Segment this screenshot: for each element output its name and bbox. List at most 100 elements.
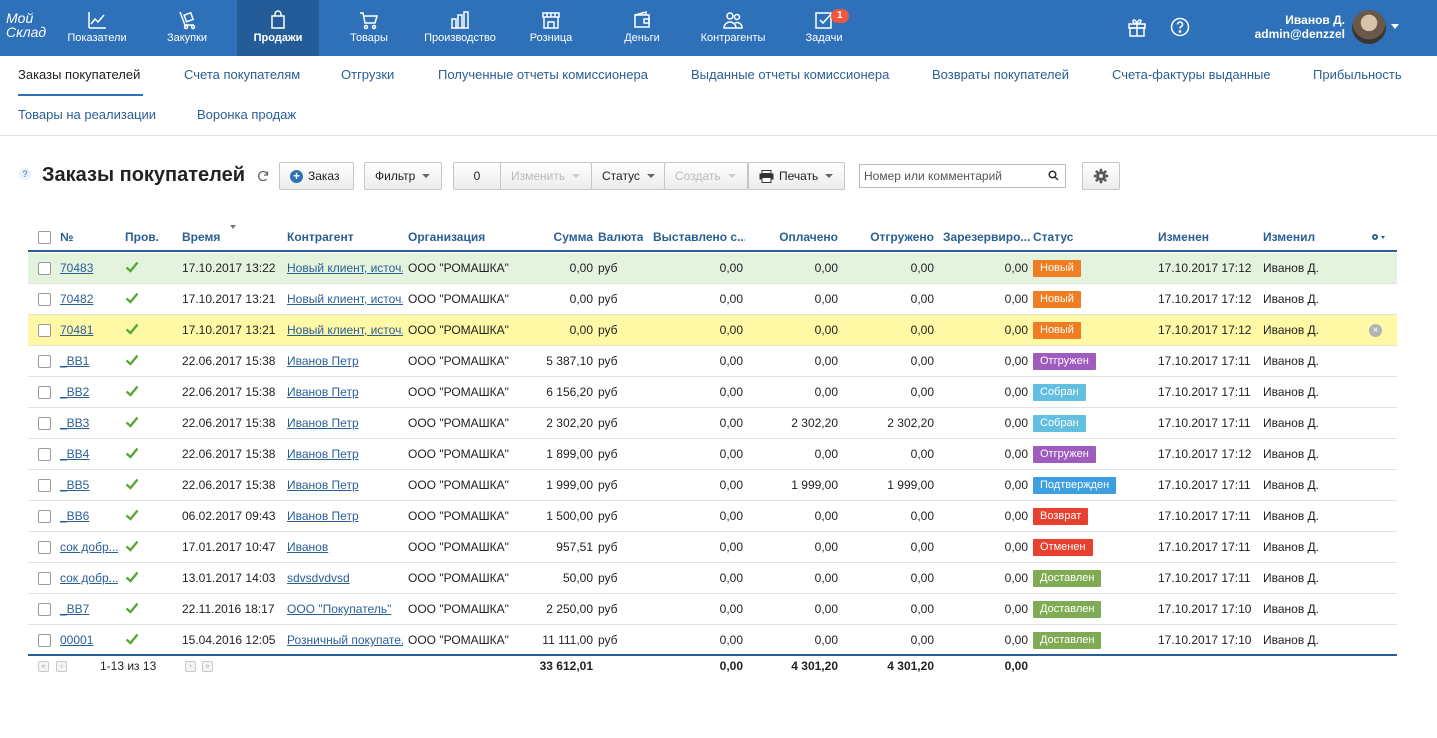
status-badge[interactable]: Отгружен	[1033, 446, 1096, 463]
table-row[interactable]: _BB2 22.06.2017 15:38 Иванов Петр ООО "РОМА…	[28, 377, 1397, 408]
status-badge[interactable]: Доставлен	[1033, 601, 1102, 618]
nav-item-production[interactable]: Производство	[419, 0, 501, 56]
status-badge[interactable]: Отменен	[1033, 539, 1093, 556]
status-badge[interactable]: Новый	[1033, 291, 1081, 308]
refresh-icon[interactable]	[256, 169, 270, 183]
col-header-number[interactable]: №	[60, 230, 74, 244]
status-badge[interactable]: Новый	[1033, 260, 1081, 277]
row-checkbox[interactable]	[38, 510, 51, 523]
col-header-organization[interactable]: Организация	[408, 230, 486, 244]
counterparty-link[interactable]: Иванов	[287, 540, 329, 554]
search-icon[interactable]	[1048, 170, 1059, 181]
counterparty-link[interactable]: Новый клиент, источ...	[287, 292, 403, 306]
col-header-time[interactable]: Время	[182, 230, 221, 244]
order-number-link[interactable]: 70482	[60, 292, 94, 306]
nav-item-sales[interactable]: Продажи	[237, 0, 319, 56]
table-row[interactable]: 00001 15.04.2016 12:05 Розничный покупате.…	[28, 625, 1397, 656]
select-all-checkbox[interactable]	[38, 231, 51, 244]
counterparty-link[interactable]: Иванов Петр	[287, 354, 359, 368]
prev-page-button[interactable]: ‹	[56, 661, 67, 672]
table-row[interactable]: 70483 17.10.2017 13:22 Новый клиент, источ…	[28, 253, 1397, 284]
counterparty-link[interactable]: Новый клиент, источ...	[287, 261, 403, 275]
status-badge[interactable]: Новый	[1033, 322, 1081, 339]
counterparty-link[interactable]: Иванов Петр	[287, 385, 359, 399]
column-settings-icon[interactable]	[1370, 232, 1386, 242]
col-header-status[interactable]: Статус	[1033, 230, 1074, 244]
subnav-sales-funnel[interactable]: Воронка продаж	[197, 107, 297, 122]
row-checkbox[interactable]	[38, 417, 51, 430]
row-checkbox[interactable]	[38, 355, 51, 368]
table-row[interactable]: _BB1 22.06.2017 15:38 Иванов Петр ООО "РОМА…	[28, 346, 1397, 377]
order-number-link[interactable]: _BB4	[60, 447, 90, 461]
order-number-link[interactable]: _BB3	[60, 416, 90, 430]
status-badge[interactable]: Доставлен	[1033, 570, 1102, 587]
subnav-customer-returns[interactable]: Возвраты покупателей	[932, 67, 1069, 82]
subnav-issued-tax-invoices[interactable]: Счета-фактуры выданные	[1112, 67, 1271, 82]
counterparty-link[interactable]: ООО "Покупатель"	[287, 602, 392, 616]
col-header-counterparty[interactable]: Контрагент	[287, 230, 354, 244]
col-header-posted[interactable]: Пров.	[125, 230, 159, 244]
table-row[interactable]: _BB5 22.06.2017 15:38 Иванов Петр ООО "РОМА…	[28, 470, 1397, 501]
chevron-down-icon[interactable]	[1391, 24, 1399, 29]
settings-button[interactable]	[1082, 162, 1120, 190]
row-checkbox[interactable]	[38, 479, 51, 492]
nav-item-indicators[interactable]: Показатели	[56, 0, 138, 56]
gift-icon[interactable]	[1126, 16, 1148, 38]
col-header-sum[interactable]: Сумма	[553, 230, 593, 244]
table-row[interactable]: 70482 17.10.2017 13:21 Новый клиент, источ…	[28, 284, 1397, 315]
print-button[interactable]: Печать	[748, 162, 845, 190]
row-checkbox[interactable]	[38, 262, 51, 275]
row-checkbox[interactable]	[38, 603, 51, 616]
filter-button[interactable]: Фильтр	[364, 162, 442, 190]
row-checkbox[interactable]	[38, 572, 51, 585]
add-order-button[interactable]: + Заказ	[279, 162, 354, 190]
subnav-shipments[interactable]: Отгрузки	[341, 67, 395, 82]
logo[interactable]: Мой Склад	[6, 10, 47, 40]
col-header-shipped[interactable]: Отгружено	[870, 230, 934, 244]
subnav-received-commission-reports[interactable]: Полученные отчеты комиссионера	[438, 67, 648, 82]
create-button[interactable]: Создать	[664, 162, 748, 190]
help-icon[interactable]	[1169, 16, 1191, 38]
row-checkbox[interactable]	[38, 324, 51, 337]
counterparty-link[interactable]: Новый клиент, источ...	[287, 323, 403, 337]
counterparty-link[interactable]: sdvsdvdvsd	[287, 571, 350, 585]
status-badge[interactable]: Собран	[1033, 384, 1086, 401]
subnav-goods-on-consignment[interactable]: Товары на реализации	[18, 107, 157, 122]
table-row[interactable]: _BB7 22.11.2016 18:17 ООО "Покупатель" ООО …	[28, 594, 1397, 625]
last-page-button[interactable]: »	[202, 661, 213, 672]
order-number-link[interactable]: _BB2	[60, 385, 90, 399]
order-number-link[interactable]: _BB1	[60, 354, 90, 368]
order-number-link[interactable]: _BB7	[60, 602, 90, 616]
counterparty-link[interactable]: Розничный покупате...	[287, 633, 403, 647]
edit-button[interactable]: Изменить	[500, 162, 592, 190]
order-number-link[interactable]: 70481	[60, 323, 94, 337]
counterparty-link[interactable]: Иванов Петр	[287, 478, 359, 492]
row-checkbox[interactable]	[38, 293, 51, 306]
order-number-link[interactable]: _BB5	[60, 478, 90, 492]
next-page-button[interactable]: ›	[185, 661, 196, 672]
page-help-icon[interactable]: ?	[19, 168, 31, 180]
row-checkbox[interactable]	[38, 386, 51, 399]
status-badge[interactable]: Собран	[1033, 415, 1086, 432]
row-checkbox[interactable]	[38, 448, 51, 461]
col-header-modified-by[interactable]: Изменил	[1263, 230, 1316, 244]
counterparty-link[interactable]: Иванов Петр	[287, 416, 359, 430]
nav-item-tasks[interactable]: Задачи 1	[783, 0, 865, 56]
remove-row-icon[interactable]: ×	[1369, 324, 1382, 337]
order-number-link[interactable]: _BB6	[60, 509, 90, 523]
counterparty-link[interactable]: Иванов Петр	[287, 447, 359, 461]
table-row[interactable]: _BB4 22.06.2017 15:38 Иванов Петр ООО "РОМА…	[28, 439, 1397, 470]
col-header-invoiced[interactable]: Выставлено с...	[653, 230, 745, 244]
table-row[interactable]: _BB6 06.02.2017 09:43 Иванов Петр ООО "РОМА…	[28, 501, 1397, 532]
order-number-link[interactable]: 70483	[60, 261, 94, 275]
row-checkbox[interactable]	[38, 541, 51, 554]
subnav-profitability[interactable]: Прибыльность	[1313, 67, 1402, 82]
table-row[interactable]: сок добр... 13.01.2017 14:03 sdvsdvdvsd ООО…	[28, 563, 1397, 594]
status-badge[interactable]: Отгружен	[1033, 353, 1096, 370]
order-number-link[interactable]: сок добр...	[60, 571, 118, 585]
first-page-button[interactable]: «	[38, 661, 49, 672]
col-header-reserved[interactable]: Зарезервиро...	[943, 230, 1030, 244]
order-number-link[interactable]: сок добр...	[60, 540, 118, 554]
nav-item-money[interactable]: Деньги	[601, 0, 683, 56]
status-badge[interactable]: Возврат	[1033, 508, 1089, 525]
